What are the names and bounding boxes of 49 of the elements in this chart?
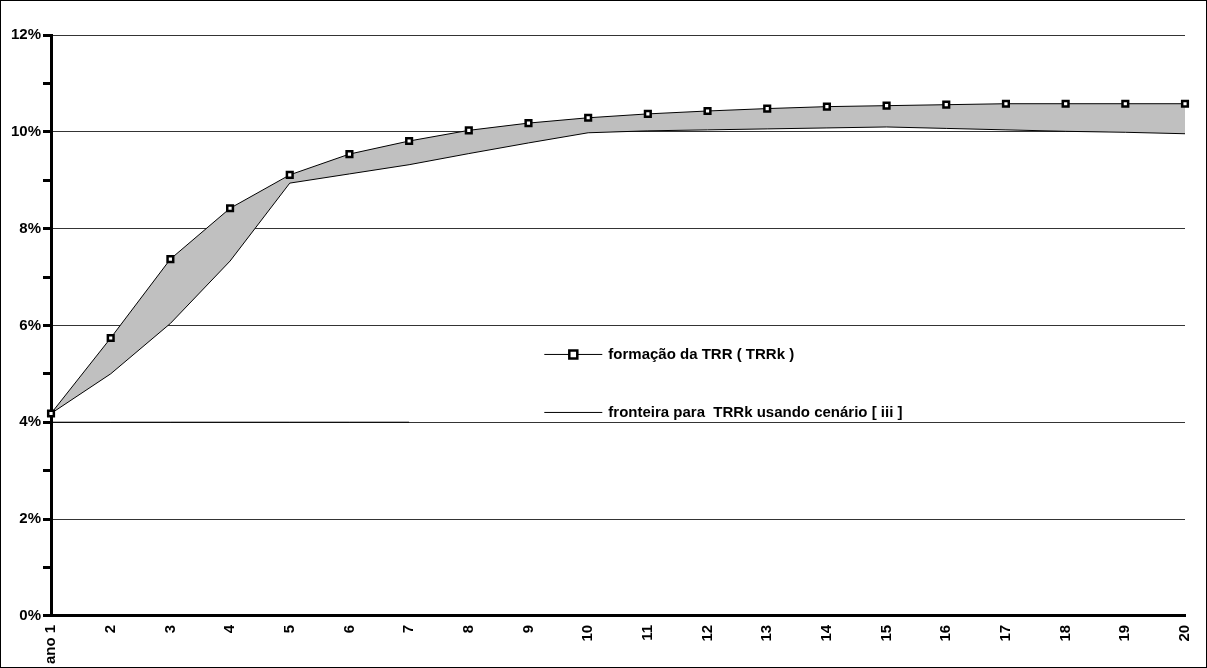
x-tick-label: ano 1 — [41, 624, 59, 665]
point — [405, 136, 414, 146]
x-tick-label: 10 — [578, 624, 596, 642]
point — [942, 100, 951, 109]
x-tick-label: 7 — [399, 624, 417, 634]
y-tick-label: 10% — [10, 121, 42, 139]
x-tick-label: 11 — [637, 624, 655, 641]
x-tick-label: 4 — [220, 624, 238, 634]
x-tick-label: 13 — [757, 624, 775, 642]
x-tick-label: 5 — [279, 624, 297, 634]
y-tick-label: 4% — [19, 412, 42, 430]
x-tick-label: 19 — [1115, 624, 1133, 642]
x-tick-label: 2 — [100, 624, 118, 634]
point — [1121, 99, 1130, 108]
point — [46, 409, 56, 418]
point — [703, 106, 712, 116]
x-tick-label: 16 — [936, 624, 954, 642]
x-tick-label: 15 — [876, 624, 894, 642]
x-tick-label: 8 — [458, 624, 476, 634]
point — [106, 333, 115, 343]
x-tick-label: 3 — [160, 624, 178, 634]
point — [822, 102, 831, 111]
x-tick-label: 18 — [1055, 624, 1073, 642]
point — [882, 101, 891, 110]
point — [285, 170, 294, 179]
y-tick-label: 2% — [19, 509, 42, 527]
point — [1061, 99, 1070, 108]
point — [166, 255, 175, 264]
x-tick-label: 14 — [817, 624, 835, 642]
x-tick-label: 17 — [996, 624, 1014, 642]
point — [345, 149, 354, 159]
point — [763, 104, 772, 113]
point — [643, 109, 652, 118]
x-tick-label: 20 — [1175, 624, 1193, 642]
y-tick-label: 6% — [19, 315, 42, 333]
x-tick-label: 6 — [339, 624, 357, 634]
point — [1001, 99, 1011, 108]
point — [1180, 99, 1190, 108]
point — [524, 119, 533, 128]
x-tick-label: 12 — [697, 624, 715, 642]
point — [464, 126, 473, 135]
point — [225, 204, 235, 213]
legend-label: formação da TRR ( TRRk ) — [608, 344, 795, 362]
y-tick-label: 12% — [10, 25, 42, 43]
y-tick-label: 0% — [19, 605, 42, 623]
y-tick-label: 8% — [19, 218, 42, 236]
point — [584, 113, 593, 122]
legend-label: fronteira para TRRk usando cenário [ iii ] — [608, 402, 903, 420]
x-tick-label: 9 — [518, 624, 536, 634]
